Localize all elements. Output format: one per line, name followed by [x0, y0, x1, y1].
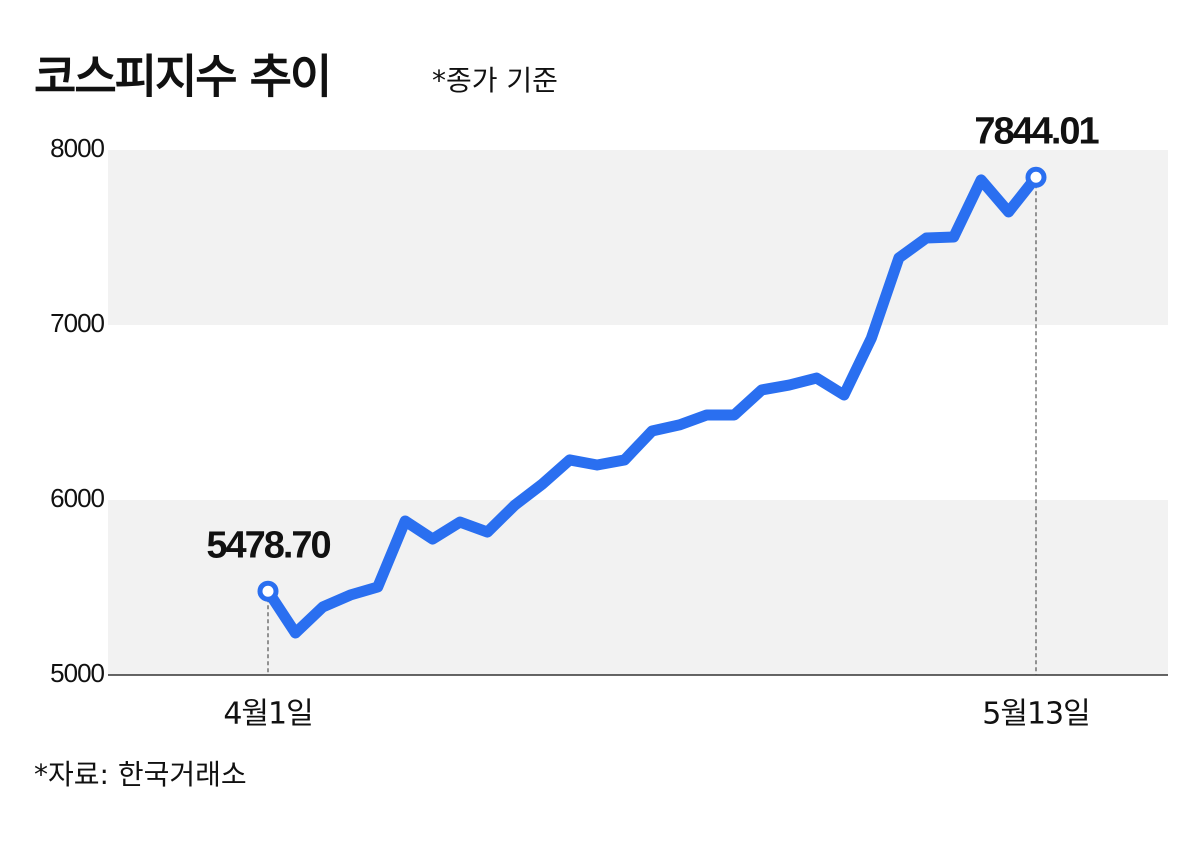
grid-band — [108, 500, 1168, 675]
x-tick-label: 4월1일 — [223, 697, 312, 732]
endpoint-marker — [1025, 166, 1047, 188]
y-tick-label: 6000 — [50, 483, 104, 513]
chart-title: 코스피지수 추이 — [34, 50, 330, 104]
y-tick-label: 8000 — [50, 133, 104, 163]
value-label: 7844.01 — [974, 110, 1099, 152]
chart-subtitle: *종가 기준 — [432, 64, 558, 97]
endpoint-marker — [257, 580, 279, 602]
source-note: *자료: 한국거래소 — [34, 758, 247, 791]
y-tick-label: 7000 — [50, 308, 104, 338]
grid-band — [108, 150, 1168, 325]
line — [262, 171, 1042, 639]
value-label: 5478.70 — [206, 524, 330, 566]
y-tick-label: 5000 — [50, 658, 104, 688]
x-tick-label: 5월13일 — [982, 697, 1089, 732]
